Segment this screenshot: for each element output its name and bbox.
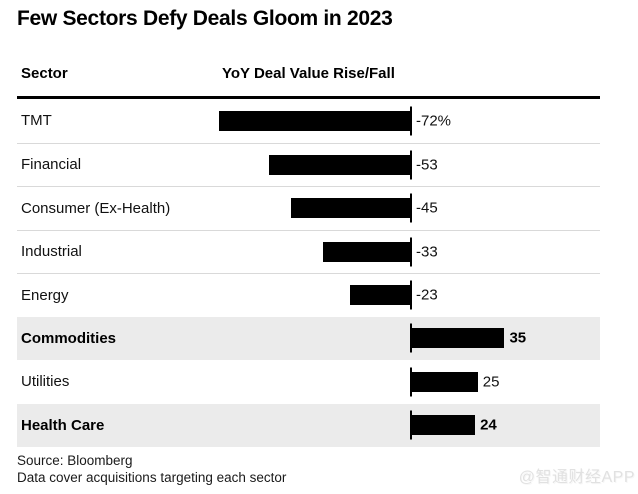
bar: [269, 154, 411, 175]
chart-table: Sector YoY Deal Value Rise/Fall TMT -72%…: [17, 65, 600, 447]
bar-cell: 24: [222, 404, 600, 448]
value-label: 35: [509, 329, 527, 347]
baseline-tick: [410, 237, 412, 267]
table-body: TMT -72% Financial -53 Consumer (Ex-Heal…: [17, 99, 600, 447]
bar-cell: -53: [222, 144, 600, 187]
value-label: 25: [482, 373, 500, 391]
column-header-value: YoY Deal Value Rise/Fall: [222, 65, 395, 82]
column-header-sector: Sector: [21, 65, 68, 82]
value-label: -33: [416, 243, 438, 261]
sector-label: Energy: [21, 286, 69, 304]
source-text: Source: Bloomberg: [17, 453, 133, 468]
table-row: Industrial -33: [17, 229, 600, 274]
value-label: 24: [480, 416, 497, 434]
table-row: Energy -23: [17, 273, 600, 317]
table-row: Health Care 24: [17, 403, 600, 448]
bar-cell: 35: [222, 317, 600, 361]
bar-cell: 25: [222, 360, 600, 404]
bar: [411, 371, 478, 392]
table-row: Consumer (Ex-Health) -45: [17, 186, 600, 230]
sector-label: Industrial: [21, 243, 82, 261]
baseline-tick: [410, 280, 412, 310]
table-header: Sector YoY Deal Value Rise/Fall: [17, 65, 600, 99]
bar: [290, 198, 411, 219]
value-label: -72%: [416, 112, 452, 130]
table-row: Commodities 35: [17, 316, 600, 361]
sector-label: Health Care: [21, 416, 105, 434]
bar: [218, 110, 411, 131]
bar: [411, 328, 505, 349]
value-label: -23: [416, 286, 438, 304]
table-row: Financial -53: [17, 142, 600, 187]
table-row: Utilities 25: [17, 360, 600, 404]
value-label: -53: [416, 156, 438, 174]
baseline-tick: [410, 193, 412, 223]
bar-cell: -33: [222, 231, 600, 274]
sector-label: Consumer (Ex-Health): [21, 199, 171, 217]
table-row: TMT -72%: [17, 99, 600, 143]
bar: [322, 241, 411, 262]
sector-label: Utilities: [21, 373, 70, 391]
watermark: @智通财经APP: [518, 469, 635, 486]
baseline-tick: [410, 106, 412, 136]
bar-cell: -23: [222, 274, 600, 317]
bar: [349, 285, 411, 306]
baseline-tick: [410, 150, 412, 180]
footnote-text: Data cover acquisitions targeting each s…: [17, 469, 287, 485]
footer: Source: Bloomberg Data cover acquisition…: [17, 453, 638, 486]
sector-label: Financial: [21, 156, 82, 174]
sector-label: TMT: [21, 112, 52, 130]
bar: [411, 415, 476, 436]
sector-label: Commodities: [21, 329, 117, 347]
value-label: -45: [416, 199, 438, 217]
bar-cell: -45: [222, 187, 600, 230]
chart-title: Few Sectors Defy Deals Gloom in 2023: [17, 7, 393, 30]
bar-cell: -72%: [218, 99, 600, 143]
